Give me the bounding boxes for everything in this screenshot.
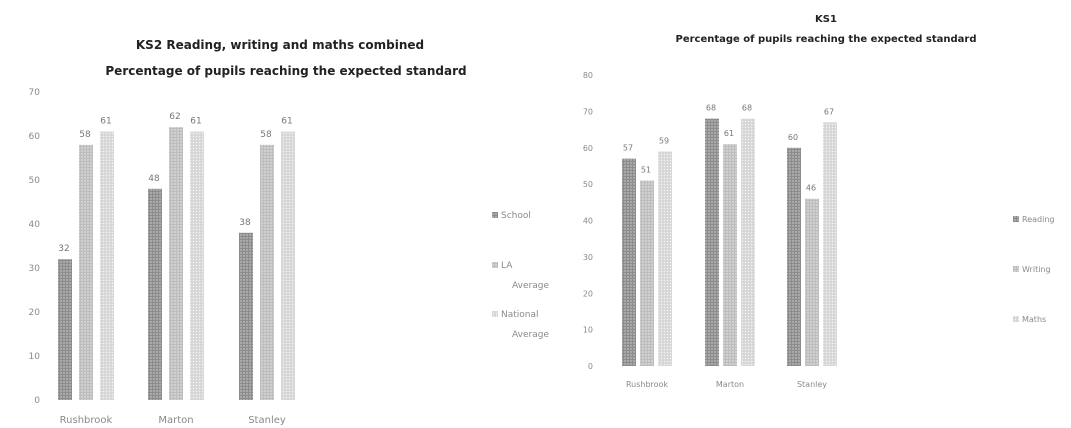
ks1-legend-swatch xyxy=(1013,216,1019,222)
ks2-bar-national-average-rushbrook xyxy=(100,131,114,400)
ks2-category-label: Marton xyxy=(158,415,193,426)
ks1-data-label: 46 xyxy=(806,184,816,193)
ks2-data-label: 48 xyxy=(148,174,160,184)
ks1-data-label: 68 xyxy=(706,104,716,113)
ks1-category-label: Stanley xyxy=(797,380,827,389)
ks2-legend-label: National xyxy=(501,310,539,320)
ks2-bar-school-stanley xyxy=(239,232,253,400)
ks2-data-label: 58 xyxy=(260,130,272,140)
ks1-category-label: Rushbrook xyxy=(626,380,668,389)
ks1-data-label: 68 xyxy=(742,104,752,113)
ks1-bar-reading-stanley xyxy=(787,147,801,366)
ks2-bar-la-average-marton xyxy=(169,127,183,400)
ks1-legend-swatch xyxy=(1013,266,1019,272)
ks1-bar-maths-marton xyxy=(741,118,755,367)
ks2-data-label: 61 xyxy=(281,117,292,127)
ks1-y-tick-label: 30 xyxy=(583,253,593,262)
ks2-legend-label: Average xyxy=(512,281,549,291)
ks1-data-label: 60 xyxy=(788,133,798,142)
ks1-legend-swatch xyxy=(1013,316,1019,322)
ks2-bar-national-average-stanley xyxy=(281,131,295,400)
ks2-legend-swatch xyxy=(492,212,498,218)
ks2-y-tick-label: 30 xyxy=(29,264,41,274)
ks2-legend-label: Average xyxy=(512,330,549,340)
ks2-y-tick-label: 10 xyxy=(29,352,41,362)
ks2-data-label: 61 xyxy=(190,117,201,127)
ks2-legend-label: LA xyxy=(501,261,513,271)
ks2-data-label: 58 xyxy=(79,130,91,140)
chart-ks2-bars xyxy=(58,127,295,400)
ks1-y-tick-label: 0 xyxy=(588,362,593,371)
ks1-data-label: 57 xyxy=(623,144,633,153)
ks1-bar-reading-rushbrook xyxy=(622,158,636,366)
chart-ks2: KS2 Reading, writing and maths combined … xyxy=(29,38,550,426)
chart-ks1: KS1 Percentage of pupils reaching the ex… xyxy=(583,14,1055,389)
chart-ks1-title-line-1: KS1 xyxy=(815,14,837,25)
ks2-y-tick-label: 40 xyxy=(29,220,41,230)
ks2-bar-school-marton xyxy=(148,188,162,400)
ks1-y-tick-label: 20 xyxy=(583,289,593,298)
ks2-y-tick-label: 60 xyxy=(29,132,41,142)
chart-ks1-legend: Reading Writing Maths xyxy=(1013,215,1054,324)
ks1-y-tick-label: 50 xyxy=(583,180,593,189)
ks1-data-label: 51 xyxy=(641,165,651,174)
ks1-y-tick-label: 60 xyxy=(583,144,593,153)
ks2-y-tick-label: 0 xyxy=(34,396,40,406)
ks1-bar-writing-rushbrook xyxy=(640,180,654,366)
chart-ks2-x-axis: Rushbrook Marton Stanley xyxy=(60,415,286,426)
chart-ks1-title-line-2: Percentage of pupils reaching the expect… xyxy=(675,34,976,45)
ks2-data-label: 32 xyxy=(58,244,69,254)
ks1-bar-maths-rushbrook xyxy=(658,151,672,366)
ks1-category-label: Marton xyxy=(716,380,744,389)
ks2-bar-la-average-rushbrook xyxy=(79,144,93,400)
ks2-y-tick-label: 20 xyxy=(29,308,41,318)
ks2-data-label: 62 xyxy=(169,112,180,122)
chart-ks2-title-line-2: Percentage of pupils reaching the expect… xyxy=(105,64,466,78)
chart-ks1-y-axis: 0 10 20 30 40 50 60 70 80 xyxy=(583,71,593,371)
ks1-data-label: 61 xyxy=(724,129,734,138)
ks2-bar-school-rushbrook xyxy=(58,259,72,400)
ks1-y-tick-label: 70 xyxy=(583,107,593,116)
ks2-legend-swatch xyxy=(492,311,498,317)
chart-ks2-title-line-1: KS2 Reading, writing and maths combined xyxy=(136,38,424,52)
ks1-legend-label: Maths xyxy=(1022,315,1046,324)
chart-ks1-data-labels: 57 51 59 68 61 68 60 46 67 xyxy=(623,104,834,193)
ks1-legend-label: Reading xyxy=(1022,215,1054,224)
ks1-bar-maths-stanley xyxy=(823,122,837,366)
ks2-bar-national-average-marton xyxy=(190,131,204,400)
ks1-bar-writing-marton xyxy=(723,144,737,366)
ks2-legend-label: School xyxy=(501,211,531,221)
chart-ks2-y-axis: 0 10 20 30 40 50 60 70 xyxy=(29,88,41,406)
chart-ks1-bars xyxy=(622,118,837,367)
ks2-category-label: Stanley xyxy=(248,415,286,426)
ks2-bar-la-average-stanley xyxy=(260,144,274,400)
chart-ks2-data-labels: 32 58 61 48 62 61 38 58 61 xyxy=(58,112,292,254)
ks1-data-label: 59 xyxy=(659,136,669,145)
ks1-bar-reading-marton xyxy=(705,118,719,367)
ks2-category-label: Rushbrook xyxy=(60,415,113,426)
ks2-data-label: 61 xyxy=(100,117,111,127)
ks1-y-tick-label: 10 xyxy=(583,326,593,335)
ks2-data-label: 38 xyxy=(239,218,251,228)
ks1-data-label: 67 xyxy=(824,107,834,116)
ks1-y-tick-label: 40 xyxy=(583,217,593,226)
ks2-y-tick-label: 70 xyxy=(29,88,41,98)
ks1-bar-writing-stanley xyxy=(805,198,819,366)
ks2-y-tick-label: 50 xyxy=(29,176,41,186)
ks1-legend-label: Writing xyxy=(1022,265,1051,274)
chart-ks2-legend: School LA Average National Average xyxy=(492,211,549,340)
chart-ks1-x-axis: Rushbrook Marton Stanley xyxy=(626,380,827,389)
ks1-y-tick-label: 80 xyxy=(583,71,593,80)
ks2-legend-swatch xyxy=(492,262,498,268)
